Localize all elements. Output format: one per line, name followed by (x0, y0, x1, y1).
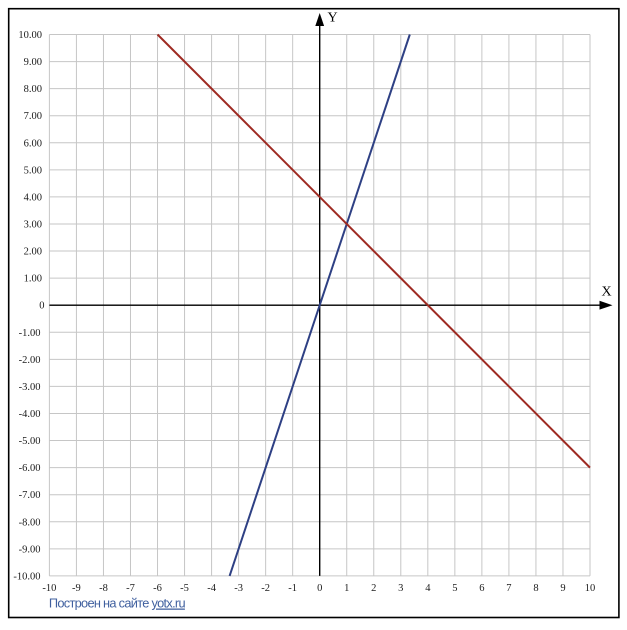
svg-text:3: 3 (398, 583, 403, 594)
svg-text:-2: -2 (261, 583, 270, 594)
svg-text:6: 6 (479, 583, 484, 594)
svg-text:-10.00: -10.00 (13, 571, 40, 582)
svg-text:-8.00: -8.00 (19, 517, 41, 528)
svg-text:-3.00: -3.00 (19, 382, 41, 393)
svg-text:X: X (602, 285, 612, 300)
svg-text:3.00: 3.00 (24, 219, 42, 230)
svg-text:4: 4 (425, 583, 431, 594)
svg-text:-7.00: -7.00 (19, 490, 41, 501)
svg-text:-6: -6 (153, 583, 162, 594)
svg-text:-3: -3 (234, 583, 243, 594)
svg-text:2: 2 (371, 583, 376, 594)
svg-text:5: 5 (452, 583, 457, 594)
svg-text:-8: -8 (99, 583, 108, 594)
svg-text:9: 9 (560, 583, 565, 594)
svg-text:8: 8 (533, 583, 538, 594)
svg-text:6.00: 6.00 (24, 138, 42, 149)
svg-text:0: 0 (39, 301, 44, 312)
svg-text:-4: -4 (207, 583, 216, 594)
svg-text:-2.00: -2.00 (19, 355, 41, 366)
svg-text:-5.00: -5.00 (19, 436, 41, 447)
svg-text:-1.00: -1.00 (19, 328, 41, 339)
svg-text:-9: -9 (72, 583, 81, 594)
svg-text:Построен на сайте yotx.ru: Построен на сайте yotx.ru (49, 596, 186, 611)
svg-text:10.00: 10.00 (18, 30, 42, 41)
svg-text:1: 1 (344, 583, 349, 594)
svg-text:-1: -1 (288, 583, 297, 594)
svg-text:8.00: 8.00 (24, 84, 42, 95)
svg-text:-7: -7 (126, 583, 135, 594)
svg-text:-10: -10 (42, 583, 56, 594)
svg-text:1.00: 1.00 (24, 274, 42, 285)
svg-text:0: 0 (317, 583, 322, 594)
svg-text:4.00: 4.00 (24, 192, 42, 203)
svg-text:7: 7 (506, 583, 511, 594)
svg-text:9.00: 9.00 (24, 57, 42, 68)
svg-text:2.00: 2.00 (24, 247, 42, 258)
svg-text:5.00: 5.00 (24, 165, 42, 176)
svg-text:-4.00: -4.00 (19, 409, 41, 420)
svg-text:7.00: 7.00 (24, 111, 42, 122)
svg-text:-6.00: -6.00 (19, 463, 41, 474)
svg-text:-5: -5 (180, 583, 189, 594)
svg-text:10: 10 (585, 583, 596, 594)
svg-text:-9.00: -9.00 (19, 544, 41, 555)
svg-text:Y: Y (328, 11, 338, 26)
